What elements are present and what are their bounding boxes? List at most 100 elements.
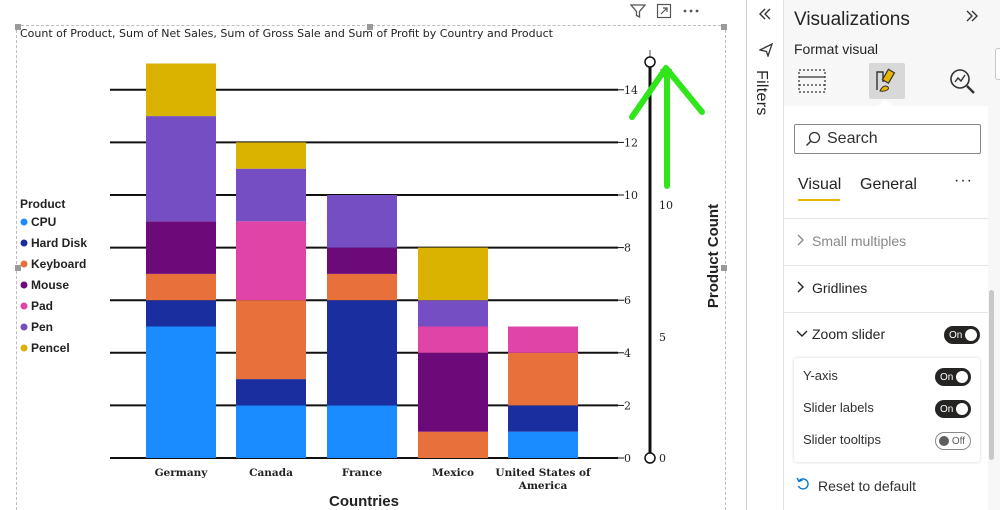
legend-entry: Pen: [31, 320, 53, 334]
resize-handle[interactable]: [15, 265, 21, 271]
reset-icon: [796, 477, 810, 494]
section-label: Gridlines: [812, 280, 868, 296]
zoom-slider-toggle[interactable]: On: [944, 326, 980, 344]
y-axis: 0 2 4 6 8 10 12 14: [624, 84, 638, 465]
search-placeholder: Search: [827, 130, 878, 147]
chart-title: Count of Product, Sum of Net Sales, Sum …: [20, 27, 553, 40]
bar-segment: [146, 116, 216, 222]
zoom-slider-options: Y-axis On Slider labels On Slider toolti…: [794, 358, 980, 462]
y-tick-label: 2: [624, 399, 631, 412]
legend-marker: [20, 239, 28, 247]
active-tab-underline: [798, 199, 840, 201]
section-zoom-slider[interactable]: Zoom slider: [796, 326, 885, 342]
bar-segment: [236, 300, 306, 380]
bar-segment: [327, 273, 397, 301]
legend-entry: Hard Disk: [31, 236, 87, 250]
y-axis-title: Product Count: [705, 204, 722, 308]
divider: [784, 218, 988, 219]
x-tick-label: Mexico: [432, 467, 474, 479]
x-tick-label: United States of: [495, 467, 592, 479]
legend-title: Product: [20, 197, 65, 211]
filter-icon[interactable]: [758, 42, 774, 61]
bar-segment: [327, 405, 397, 458]
more-options-icon[interactable]: [682, 3, 700, 25]
bar-segment: [508, 431, 578, 458]
bar-segment: [146, 63, 216, 117]
chevron-down-icon: [796, 327, 808, 341]
more-options-icon[interactable]: ···: [954, 172, 973, 189]
divider: [784, 265, 988, 266]
section-gridlines[interactable]: Gridlines: [796, 280, 867, 296]
section-small-multiples[interactable]: Small multiples: [796, 233, 906, 249]
build-visual-icon[interactable]: [794, 63, 830, 99]
toggle-state: On: [940, 403, 954, 415]
y-axis-toggle[interactable]: On: [935, 368, 971, 386]
filters-label[interactable]: Filters: [753, 70, 770, 116]
bar-segment: [327, 300, 397, 406]
pane-title: Visualizations: [794, 9, 910, 30]
toggle-state: On: [940, 371, 954, 383]
resize-handle[interactable]: [721, 24, 727, 30]
tab-general[interactable]: General: [860, 176, 917, 193]
visualizations-pane: Visualizations Format visual Search Visu…: [784, 0, 1000, 510]
option-label: Y-axis: [803, 368, 838, 383]
slider-label: 5: [659, 331, 666, 344]
divider: [784, 312, 988, 313]
slider-label: 10: [659, 199, 673, 212]
legend: Product CPU Hard Disk Keyboard Mouse Pad Pen Pe…: [20, 197, 87, 355]
option-label: Slider tooltips: [803, 432, 882, 447]
bar-segment: [236, 405, 306, 458]
x-tick-label: France: [342, 467, 383, 479]
bar-segment: [418, 326, 488, 353]
y-tick-label: 0: [624, 452, 631, 465]
tab-indicator: [877, 99, 893, 107]
bar-segment: [418, 300, 488, 327]
bar-segment: [146, 273, 216, 301]
slider-labels-toggle[interactable]: On: [935, 400, 971, 418]
legend-entry: Mouse: [31, 278, 69, 292]
filters-pane-collapsed[interactable]: Filters: [747, 0, 784, 510]
legend-marker: [20, 344, 28, 352]
resize-handle[interactable]: [15, 24, 21, 30]
search-input[interactable]: Search: [794, 124, 981, 154]
pane-edge-tab[interactable]: [995, 48, 1000, 80]
toggle-state: Off: [951, 435, 965, 447]
legend-marker: [20, 323, 28, 331]
focus-mode-icon[interactable]: [656, 3, 672, 25]
expand-icon[interactable]: [964, 8, 980, 29]
y-tick-label: 10: [624, 189, 638, 202]
scrollbar[interactable]: [989, 290, 994, 460]
y-tick-label: 12: [624, 136, 638, 149]
y-tick-label: 6: [624, 294, 631, 307]
x-tick-label: Canada: [249, 467, 293, 479]
stacked-bar-chart: 0 2 4 6 8 10 12 14 Germany Canada France Mexico Uni…: [20, 50, 722, 510]
bar-segment: [236, 379, 306, 406]
legend-entry: Pencel: [31, 341, 70, 355]
legend-entry: Keyboard: [31, 257, 86, 271]
x-axis: Germany Canada France Mexico United States o…: [155, 467, 592, 492]
tab-visual[interactable]: Visual: [798, 176, 842, 193]
bar-segment: [146, 326, 216, 458]
bar-segment: [508, 405, 578, 432]
bar-segment: [508, 352, 578, 406]
bar-segment: [236, 221, 306, 301]
reset-label: Reset to default: [818, 477, 917, 494]
report-canvas: Count of Product, Sum of Net Sales, Sum …: [15, 3, 727, 510]
format-paintbrush-icon[interactable]: [869, 63, 905, 99]
y-tick-label: 14: [624, 84, 638, 97]
legend-marker: [20, 218, 28, 226]
y-tick-label: 4: [624, 347, 631, 360]
filter-icon[interactable]: [629, 3, 647, 25]
analytics-icon[interactable]: [944, 63, 980, 99]
reset-to-default-button[interactable]: Reset to default: [796, 477, 916, 494]
toggle-state: On: [949, 329, 963, 341]
bar-segment: [418, 247, 488, 301]
slider-tooltips-toggle[interactable]: Off: [935, 432, 971, 450]
format-visual-label: Format visual: [794, 41, 879, 57]
collapse-icon[interactable]: [757, 6, 773, 27]
search-icon: [805, 131, 821, 147]
legend-marker: [20, 260, 28, 268]
legend-entry: CPU: [31, 215, 56, 229]
resize-handle[interactable]: [721, 265, 727, 271]
resize-handle[interactable]: [367, 24, 373, 30]
